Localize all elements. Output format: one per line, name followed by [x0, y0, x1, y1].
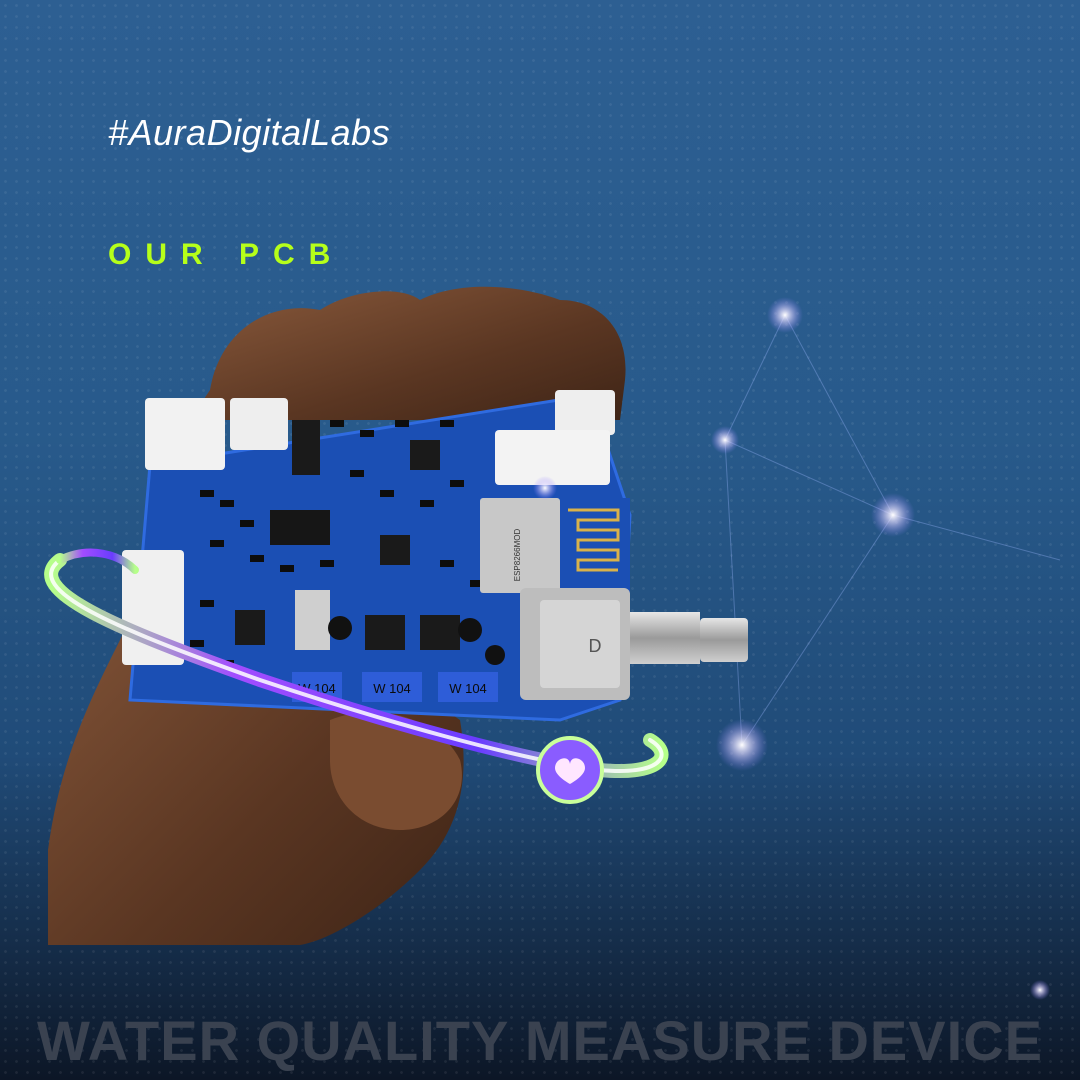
esp-module	[480, 498, 560, 593]
pcb-board: ESP8266MOD W 104 W 104 W 104 D	[122, 390, 748, 722]
esp-module-label: ESP8266MOD	[513, 529, 522, 582]
footer-title: WATER QUALITY MEASURE DEVICE	[36, 1009, 1043, 1072]
subtitle: OUR PCB	[108, 238, 345, 271]
network-lines	[724, 314, 1061, 746]
pot-label-3: W 104	[449, 681, 487, 696]
sparkles	[533, 297, 1050, 1000]
orbit-ring	[44, 548, 669, 804]
pot-label-2: W 104	[373, 681, 411, 696]
hashtag: #AuraDigitalLabs	[108, 112, 391, 153]
bnc-label: D	[589, 636, 602, 656]
bnc-connector: D	[520, 588, 748, 700]
connector-top-left	[145, 398, 225, 470]
connector-top-right	[555, 390, 615, 435]
